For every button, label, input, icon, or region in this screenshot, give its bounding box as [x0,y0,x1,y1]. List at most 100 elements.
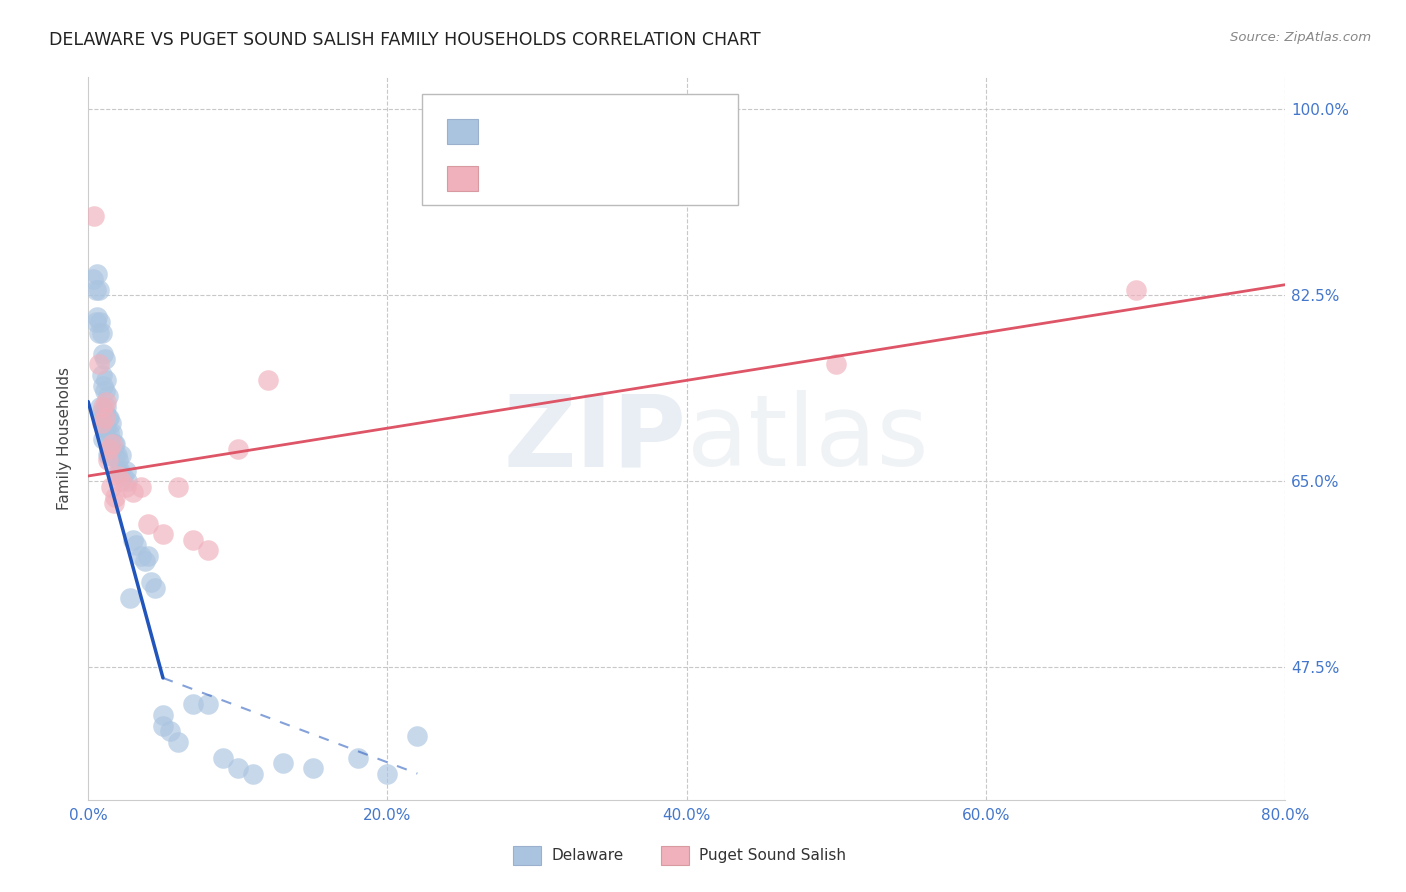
Point [100,442,122,457]
Point [114,464,136,478]
Text: N = 67: N = 67 [609,125,666,139]
Point [242,766,264,780]
Point [87,358,110,372]
Point [83,209,105,223]
Point [118,591,141,606]
Point [103,495,125,509]
Text: Delaware: Delaware [551,848,623,863]
Point [91,432,114,446]
Point [94,400,117,414]
Point [226,761,249,775]
Point [90,416,112,430]
Point [301,761,323,775]
Point [101,426,124,441]
Point [1125,283,1147,297]
Point [86,310,108,324]
Point [97,448,120,462]
Point [152,708,174,723]
Point [110,448,132,462]
Point [256,373,278,387]
Point [82,272,104,286]
Point [100,416,122,430]
Point [152,719,174,733]
Point [107,469,129,483]
Point [97,432,120,446]
Text: N = 26: N = 26 [609,170,666,186]
Point [197,543,219,558]
Point [94,373,117,387]
Text: R =  0.362: R = 0.362 [489,170,571,186]
Point [134,554,156,568]
Point [93,405,115,419]
Point [129,549,152,563]
Point [94,421,117,435]
Point [104,448,127,462]
Point [115,475,138,489]
Text: DELAWARE VS PUGET SOUND SALISH FAMILY HOUSEHOLDS CORRELATION CHART: DELAWARE VS PUGET SOUND SALISH FAMILY HO… [49,31,761,49]
Text: Source: ZipAtlas.com: Source: ZipAtlas.com [1230,31,1371,45]
Point [104,437,127,451]
Point [93,410,115,425]
Point [406,730,429,744]
Point [93,352,115,367]
Point [90,368,112,382]
Point [139,575,162,590]
Point [97,389,120,403]
Point [167,480,190,494]
Point [107,464,129,478]
Point [145,581,167,595]
Point [825,358,848,372]
Point [86,267,108,281]
Point [90,405,112,419]
Point [89,315,111,329]
Text: R = -0.553: R = -0.553 [489,125,571,139]
Point [98,442,121,457]
Point [377,766,399,780]
Point [108,464,131,478]
Point [91,410,114,425]
Point [114,480,136,494]
Point [94,394,117,409]
Text: ZIP: ZIP [503,391,686,487]
Point [84,283,107,297]
Point [101,442,124,457]
Point [111,469,134,483]
Point [107,453,129,467]
Point [105,448,128,462]
Point [136,549,159,563]
Point [197,698,219,712]
Point [136,516,159,531]
Point [271,756,294,770]
Point [181,698,204,712]
Point [226,442,249,457]
Point [97,453,120,467]
Point [152,527,174,541]
Point [98,426,121,441]
Point [97,410,120,425]
Point [89,400,111,414]
Point [87,283,110,297]
Point [90,326,112,340]
Point [98,410,121,425]
Point [122,484,145,499]
Point [100,480,122,494]
Text: Puget Sound Salish: Puget Sound Salish [699,848,846,863]
Point [103,437,125,451]
Point [87,326,110,340]
Point [167,734,190,748]
Point [91,378,114,392]
Point [93,384,115,398]
Point [93,421,115,435]
Point [159,724,181,739]
Point [129,480,152,494]
Point [101,437,124,451]
Point [125,538,148,552]
Point [84,315,107,329]
Point [110,475,132,489]
Text: atlas: atlas [686,391,928,487]
Point [91,347,114,361]
Point [104,490,127,504]
Point [211,750,233,764]
Point [346,750,368,764]
Point [122,533,145,547]
